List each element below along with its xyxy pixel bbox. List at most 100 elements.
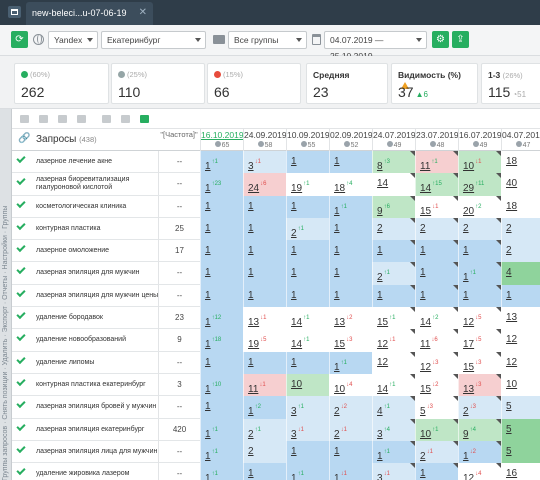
position-cell[interactable]: 2 [415,217,458,241]
check-icon[interactable] [16,354,26,364]
position-cell[interactable]: 10 [286,373,329,397]
position-cell[interactable]: 1 [286,195,329,218]
position-cell[interactable]: 1↑2 [243,396,286,419]
table-row[interactable]: контурная пластика екатеринбург 3 1↑10 11↓1… [12,373,540,397]
check-icon[interactable] [16,243,26,253]
position-cell[interactable]: 2 [372,217,415,241]
query-text[interactable]: контурная пластика екатеринбург [36,380,146,388]
position-cell[interactable]: 2↓1 [415,440,458,464]
date-column-header[interactable]: 24.07.2019 49 [372,129,416,151]
position-cell[interactable]: 24↓6 [243,173,286,196]
position-cell[interactable]: 1↑10 [200,373,243,397]
refresh-button[interactable]: ⟳ [11,31,28,48]
position-cell[interactable]: 12↓3 [415,351,458,374]
position-cell[interactable]: 5 [501,396,540,419]
position-cell[interactable]: 14↑1 [372,373,415,397]
date-column-header[interactable]: 02.09.2019 52 [329,129,373,151]
position-cell[interactable]: 1 [200,195,243,218]
position-cell[interactable]: 1 [200,396,243,419]
position-cell[interactable]: 1 [415,262,458,285]
position-cell[interactable]: 2↓2 [329,396,372,419]
table-row[interactable]: удаление бородавок 23 1↑12 13↓1 14↑1 13↓2 15↑1… [12,307,540,330]
position-cell[interactable]: 14↑1 [286,329,329,352]
position-cell[interactable]: 10↑1 [415,418,458,441]
check-icon[interactable] [16,332,26,342]
position-cell[interactable]: 1 [286,151,329,174]
check-icon[interactable] [16,198,26,208]
position-cell[interactable]: 4↑1 [372,396,415,419]
position-cell[interactable]: 1↓1 [329,463,372,480]
link-icon[interactable]: 🔗 [18,133,31,144]
position-cell[interactable]: 10 [501,373,540,397]
position-cell[interactable]: 1 [458,240,501,263]
check-icon[interactable] [16,265,26,275]
position-cell[interactable]: 1 [286,351,329,374]
position-cell[interactable]: 8↑3 [372,151,415,174]
eye-tool-icon[interactable] [39,115,48,123]
chart-tool-icon[interactable] [77,115,86,123]
queries-header[interactable]: Запросы (438) [36,134,97,145]
position-cell[interactable]: 13 [501,307,540,330]
position-cell[interactable]: 12 [501,329,540,352]
position-cell[interactable]: 1 [329,217,372,241]
position-cell[interactable]: 1 [501,284,540,308]
position-cell[interactable]: 3↓1 [286,418,329,441]
position-cell[interactable]: 1 [329,440,372,464]
date-column-header[interactable]: 04.07.2019 47 [501,129,540,151]
date-range-select[interactable]: 04.07.2019 — 25.10.2019 [324,31,427,61]
frequency-header[interactable]: "[Частота]" [158,130,200,139]
position-cell[interactable]: 12 [372,351,415,374]
position-cell[interactable]: 1↑1 [329,195,372,218]
position-cell[interactable]: 1↑12 [200,307,243,330]
vertical-sidebar[interactable]: Группы запросов · Снять позиции · Удалит… [0,109,12,480]
position-cell[interactable]: 1 [286,440,329,464]
position-cell[interactable]: 12↓4 [458,463,501,480]
position-cell[interactable]: 1 [372,284,415,308]
contrast-tool-icon[interactable] [121,115,130,123]
position-cell[interactable]: 1 [286,262,329,285]
check-icon[interactable] [16,421,26,431]
position-cell[interactable]: 16 [501,463,540,480]
group-select[interactable]: Все группы [228,31,307,49]
query-text[interactable]: удаление новообразований [36,336,126,344]
table-row[interactable]: лазерная эпиляция екатеринбург 420 1↑1 2↑1 3… [12,418,540,441]
position-cell[interactable]: 2↓1 [329,418,372,441]
table-row[interactable]: лазерное омоложение 17 1 1 1 1 1 1 1 2 [12,240,540,263]
query-text[interactable]: удаление жировика лазером [36,470,130,478]
position-cell[interactable]: 19↑1 [286,173,329,196]
position-cell[interactable]: 13↓1 [243,307,286,330]
position-cell[interactable]: 1 [200,240,243,263]
position-cell[interactable]: 1 [200,284,243,308]
date-column-header[interactable]: 10.09.2019 55 [286,129,330,151]
chain-tool-icon[interactable] [58,115,67,123]
position-cell[interactable]: 2 [458,217,501,241]
position-cell[interactable]: 1 [329,151,372,174]
warning-icon[interactable] [401,82,409,89]
position-cell[interactable]: 15↑1 [372,307,415,330]
project-tab[interactable]: new-beleci...u-07-06-19 ✕ [26,2,153,25]
check-icon[interactable] [16,220,26,230]
position-cell[interactable]: 1 [243,262,286,285]
position-cell[interactable]: 14↑2 [415,307,458,330]
position-cell[interactable]: 11↑1 [415,151,458,174]
query-text[interactable]: лазерная эпиляция для мужчин цены [36,291,159,299]
position-cell[interactable]: 1 [243,351,286,374]
table-row[interactable]: лазерная эпиляция бровей у мужчин -- 1 1↑2 3… [12,396,540,419]
position-cell[interactable]: 17↓5 [458,329,501,352]
close-icon[interactable]: ✕ [138,7,147,18]
query-text[interactable]: контурная пластика [36,224,101,232]
query-text[interactable]: лазерное лечение акне [36,158,113,165]
position-cell[interactable]: 1 [200,351,243,374]
position-cell[interactable]: 18 [501,151,540,174]
position-cell[interactable]: 1 [329,240,372,263]
position-cell[interactable]: 1↑1 [200,418,243,441]
position-cell[interactable]: 2↑1 [286,217,329,241]
date-column-header[interactable]: 24.09.2019 58 [243,129,287,151]
position-cell[interactable]: 1 [243,284,286,308]
position-cell[interactable]: 1 [415,240,458,263]
date-column-header[interactable]: 16.10.2019 65 [200,129,244,151]
position-cell[interactable]: 1 [458,284,501,308]
check-icon[interactable] [16,309,26,320]
search-engine-select[interactable]: Yandex [48,31,98,49]
position-cell[interactable]: 18 [501,195,540,218]
